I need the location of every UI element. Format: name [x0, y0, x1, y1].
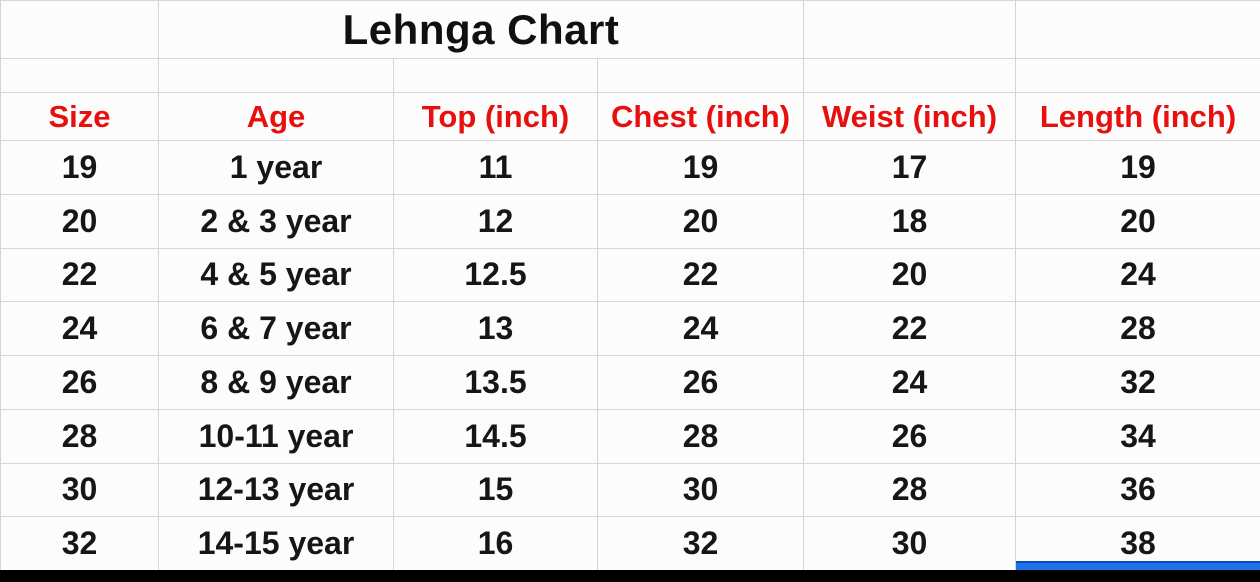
data-cell[interactable]: 20 [598, 194, 804, 249]
data-cell[interactable]: 22 [804, 302, 1016, 356]
data-cell[interactable]: 24 [598, 302, 804, 356]
header-cell-weist-inch[interactable]: Weist (inch) [804, 93, 1016, 141]
data-cell[interactable]: 28 [804, 463, 1016, 518]
data-cell[interactable]: 32 [1016, 356, 1260, 410]
header-cell-age[interactable]: Age [159, 93, 394, 141]
data-cell[interactable]: 6 & 7 year [159, 302, 394, 356]
data-cell[interactable]: 28 [1016, 302, 1260, 356]
data-cell[interactable]: 36 [1016, 464, 1260, 518]
data-cell[interactable]: 19 [1016, 141, 1260, 195]
header-cell-top-inch[interactable]: Top (inch) [394, 93, 598, 141]
data-cell[interactable]: 32 [1, 517, 159, 571]
data-cell[interactable]: 24 [1016, 249, 1260, 303]
data-cell[interactable]: 12-13 year [159, 463, 394, 518]
header-cell-size[interactable]: Size [1, 93, 159, 141]
data-cell[interactable]: 1 year [159, 141, 394, 195]
data-cell[interactable]: 18 [804, 194, 1016, 249]
data-cell[interactable]: 19 [598, 141, 804, 195]
data-cell[interactable]: 2 & 3 year [159, 194, 394, 249]
data-cell[interactable]: 13 [394, 302, 598, 356]
header-cell-chest-inch[interactable]: Chest (inch) [598, 93, 804, 141]
data-cell[interactable]: 28 [1, 409, 159, 464]
data-cell[interactable]: 12 [394, 194, 598, 249]
data-cell[interactable]: 28 [598, 409, 804, 464]
sheet-title[interactable]: Lehnga Chart [159, 1, 804, 59]
data-cell[interactable]: 12.5 [394, 248, 598, 303]
data-cell[interactable]: 26 [804, 409, 1016, 464]
data-cell[interactable]: 10-11 year [159, 409, 394, 464]
data-cell[interactable]: 8 & 9 year [159, 356, 394, 410]
data-cell[interactable]: 22 [1, 248, 159, 303]
empty-cell[interactable] [1016, 59, 1260, 93]
header-cell-length-inch[interactable]: Length (inch) [1016, 93, 1260, 141]
data-cell[interactable]: 20 [1, 194, 159, 249]
data-cell[interactable]: 30 [804, 517, 1016, 571]
data-cell[interactable]: 4 & 5 year [159, 248, 394, 303]
data-cell[interactable]: 16 [394, 517, 598, 571]
data-cell[interactable]: 14.5 [394, 409, 598, 464]
bottom-black-bar [0, 570, 1260, 582]
empty-cell[interactable] [1, 1, 159, 59]
empty-cell[interactable] [159, 59, 394, 93]
selection-indicator [1016, 561, 1260, 570]
empty-cell[interactable] [1016, 1, 1260, 59]
data-cell[interactable]: 13.5 [394, 356, 598, 410]
empty-cell[interactable] [804, 1, 1016, 59]
data-cell[interactable]: 26 [598, 356, 804, 410]
data-cell[interactable]: 19 [1, 141, 159, 195]
data-cell[interactable]: 24 [1, 302, 159, 356]
data-cell[interactable]: 20 [1016, 195, 1260, 249]
data-cell[interactable]: 34 [1016, 410, 1260, 464]
empty-cell[interactable] [804, 59, 1016, 93]
data-cell[interactable]: 22 [598, 248, 804, 303]
empty-cell[interactable] [394, 59, 598, 93]
data-cell[interactable]: 30 [1, 463, 159, 518]
data-cell[interactable]: 20 [804, 248, 1016, 303]
data-cell[interactable]: 32 [598, 517, 804, 571]
empty-cell[interactable] [1, 59, 159, 93]
data-cell[interactable]: 15 [394, 463, 598, 518]
data-cell[interactable]: 14-15 year [159, 517, 394, 571]
data-cell[interactable]: 24 [804, 356, 1016, 410]
data-cell[interactable]: 17 [804, 141, 1016, 195]
empty-cell[interactable] [598, 59, 804, 93]
data-cell[interactable]: 11 [394, 141, 598, 195]
data-cell[interactable]: 30 [598, 463, 804, 518]
data-cell[interactable]: 26 [1, 356, 159, 410]
